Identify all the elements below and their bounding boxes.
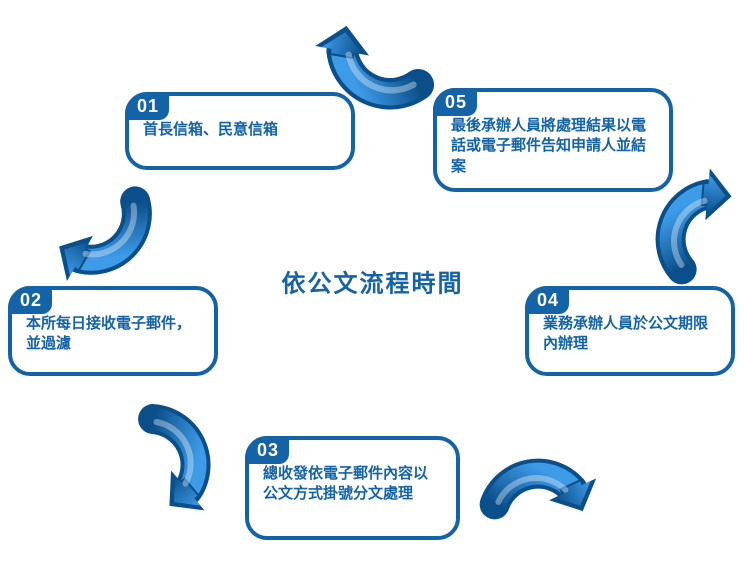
flow-arrow-icon xyxy=(462,418,612,562)
step-number: 01 xyxy=(125,92,169,120)
step-box: 01首長信箱、民意信箱 xyxy=(125,92,355,170)
step-box: 04業務承辦人員於公文期限內辦理 xyxy=(525,286,735,376)
step-number: 04 xyxy=(525,286,569,314)
flow-diagram: 依公文流程時間 01首長信箱、民意信箱 02本所每日接收電子郵件，並過濾 03總收發… xyxy=(0,0,745,562)
flow-arrow-icon xyxy=(47,175,166,294)
step-label: 首長信箱、民意信箱 xyxy=(143,120,337,140)
step-label: 本所每日接收電子郵件，並過濾 xyxy=(26,314,200,355)
step-label: 業務承辦人員於公文期限內辦理 xyxy=(543,314,717,355)
flow-arrow-icon xyxy=(108,390,243,525)
step-label: 最後承辦人員將處理結果以電話或電子郵件告知申請人並結案 xyxy=(451,116,655,177)
step-label: 總收發依電子郵件內容以公文方式掛號分文處理 xyxy=(263,464,442,505)
step-box: 03總收發依電子郵件內容以公文方式掛號分文處理 xyxy=(245,436,460,540)
step-number: 02 xyxy=(8,286,52,314)
center-title: 依公文流程時間 xyxy=(282,264,464,299)
step-number: 03 xyxy=(245,436,289,464)
step-box: 05最後承辦人員將處理結果以電話或電子郵件告知申請人並結案 xyxy=(433,88,673,192)
step-box: 02本所每日接收電子郵件，並過濾 xyxy=(8,286,218,376)
